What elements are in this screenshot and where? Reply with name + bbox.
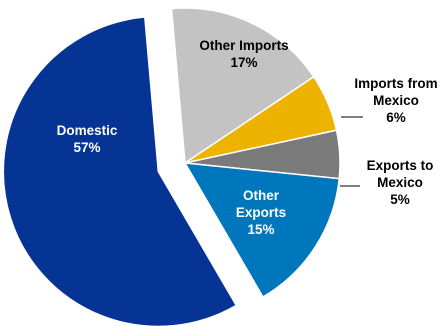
slice-domestic	[2, 16, 238, 326]
label-line-exports-to-mexico: 5%	[390, 192, 410, 207]
label-other-exports: Other Exports 15%	[236, 188, 286, 237]
label-line-other-imports: 17%	[230, 55, 257, 70]
label-line-exports-to-mexico: Exports to	[367, 158, 434, 173]
label-line-exports-to-mexico: Mexico	[377, 175, 423, 190]
label-line-other-exports: Exports	[236, 205, 286, 220]
label-other-imports: Other Imports 17%	[199, 38, 288, 70]
slice-other-imports	[170, 7, 315, 164]
label-line-other-exports: 15%	[247, 222, 274, 237]
label-line-domestic: 57%	[73, 140, 100, 155]
label-line-other-imports: Other Imports	[199, 38, 288, 53]
slice-other-exports	[184, 162, 340, 298]
label-line-domestic: Domestic	[57, 123, 118, 138]
leader-lines	[340, 116, 363, 187]
label-domestic: Domestic 57%	[57, 123, 118, 155]
label-line-other-exports: Other	[243, 188, 280, 203]
label-line-imports-from-mexico: 6%	[386, 110, 406, 125]
slice-labels: Other Imports 17% Imports from Mexico 6% Expo…	[57, 38, 438, 237]
label-line-imports-from-mexico: Mexico	[373, 93, 419, 108]
label-imports-from-mexico: Imports from Mexico 6%	[354, 76, 437, 125]
label-line-imports-from-mexico: Imports from	[354, 76, 437, 91]
label-exports-to-mexico: Exports to Mexico 5%	[367, 158, 434, 207]
pie-slices	[2, 7, 341, 326]
